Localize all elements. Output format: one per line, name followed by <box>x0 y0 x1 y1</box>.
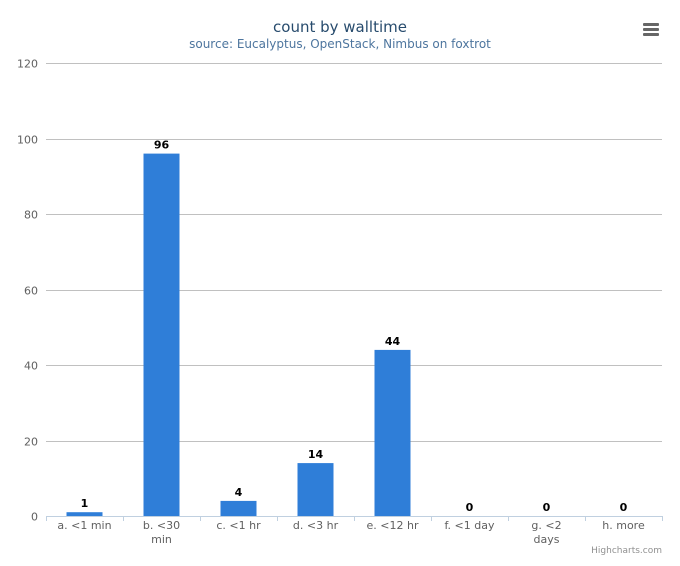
x-tick-label: c. <1 hr <box>216 519 261 532</box>
x-tick-label: g. <2 days <box>531 519 561 546</box>
bar[interactable] <box>66 512 103 516</box>
y-tick-label: 60 <box>24 285 38 298</box>
data-labels: 1 96 4 14 44 0 0 0 <box>81 139 628 514</box>
y-axis-labels: 0 20 40 60 80 100 120 <box>17 58 38 524</box>
y-tick-label: 100 <box>17 134 38 147</box>
data-label: 0 <box>620 501 628 514</box>
x-tick-label: e. <12 hr <box>367 519 419 532</box>
data-label: 4 <box>235 486 243 499</box>
hamburger-menu-icon <box>643 23 659 36</box>
bars <box>66 153 411 516</box>
bar[interactable] <box>297 463 334 516</box>
y-tick-label: 80 <box>24 209 38 222</box>
x-tick-label: b. <30 min <box>143 519 180 546</box>
data-label: 1 <box>81 497 89 510</box>
y-tick-label: 0 <box>31 511 38 524</box>
bar[interactable] <box>220 500 257 516</box>
credits-link[interactable]: Highcharts.com <box>591 546 662 556</box>
x-axis-labels: a. <1 min b. <30 min c. <1 hr d. <3 hr e. <12… <box>57 519 645 546</box>
chart-menu-button[interactable] <box>636 18 666 42</box>
bar[interactable] <box>374 349 411 516</box>
data-label: 14 <box>308 448 324 461</box>
chart-subtitle: source: Eucalyptus, OpenStack, Nimbus on… <box>189 37 491 51</box>
data-label: 44 <box>385 335 401 348</box>
y-tick-label: 20 <box>24 436 38 449</box>
y-tick-label: 120 <box>17 58 38 71</box>
x-axis <box>46 516 663 521</box>
x-tick-label: h. more <box>602 519 645 532</box>
x-tick-label: d. <3 hr <box>293 519 339 532</box>
x-tick-label: f. <1 day <box>444 519 495 532</box>
data-label: 96 <box>154 139 170 152</box>
grid-lines <box>46 63 662 442</box>
bar[interactable] <box>143 153 180 516</box>
data-label: 0 <box>466 501 474 514</box>
data-label: 0 <box>543 501 551 514</box>
y-tick-label: 40 <box>24 360 38 373</box>
x-tick-label: a. <1 min <box>57 519 111 532</box>
chart-title: count by walltime <box>273 18 407 36</box>
